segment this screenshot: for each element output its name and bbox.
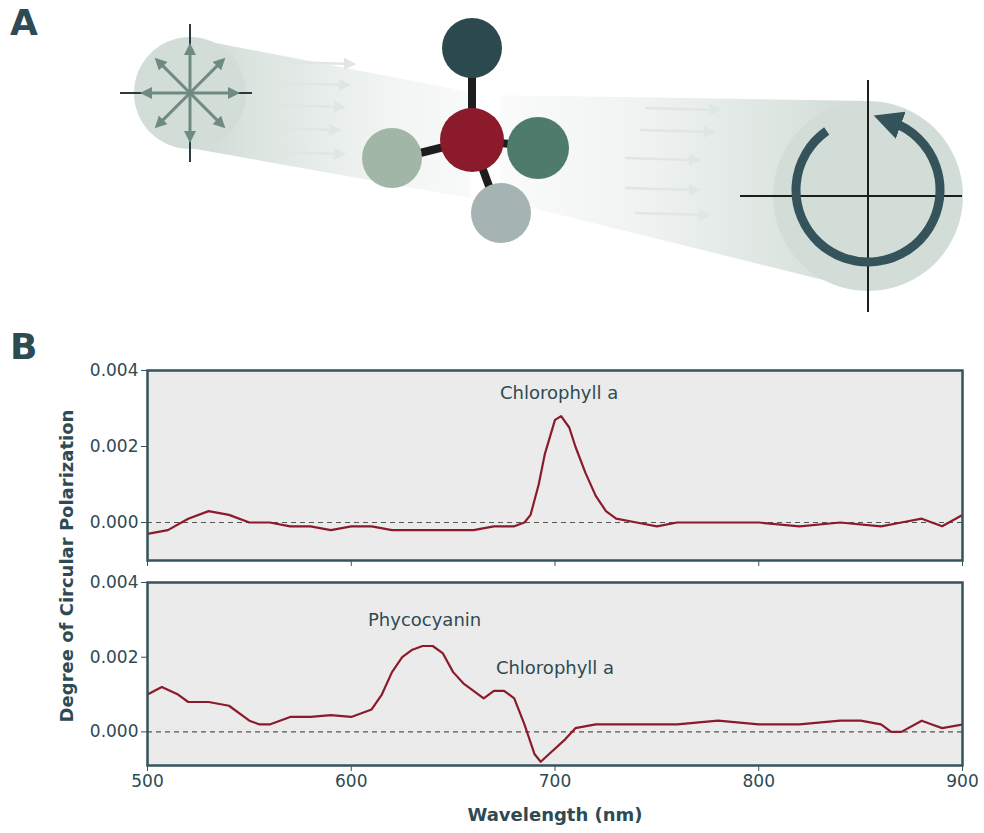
svg-text:600: 600 (335, 771, 367, 791)
svg-text:Chlorophyll a: Chlorophyll a (496, 657, 614, 678)
svg-text:900: 900 (946, 771, 978, 791)
svg-text:0.002: 0.002 (90, 647, 139, 667)
svg-text:700: 700 (539, 771, 571, 791)
html-text:Wavelength (nm): Wavelength (nm) (467, 804, 643, 825)
html-text:A: A (10, 2, 38, 43)
html-text:B: B (10, 326, 38, 367)
svg-text:0.004: 0.004 (90, 360, 139, 380)
svg-text:0.000: 0.000 (90, 512, 139, 532)
svg-text:500: 500 (131, 771, 163, 791)
svg-text:0.004: 0.004 (90, 572, 139, 592)
svg-text:0.002: 0.002 (90, 436, 139, 456)
svg-text:Chlorophyll a: Chlorophyll a (500, 382, 618, 403)
html-text:Degree of Circular Polarizatio: Degree of Circular Polarization (55, 409, 77, 723)
svg-text:800: 800 (743, 771, 775, 791)
svg-text:Phycocyanin: Phycocyanin (368, 609, 481, 630)
svg-text:0.000: 0.000 (90, 721, 139, 741)
